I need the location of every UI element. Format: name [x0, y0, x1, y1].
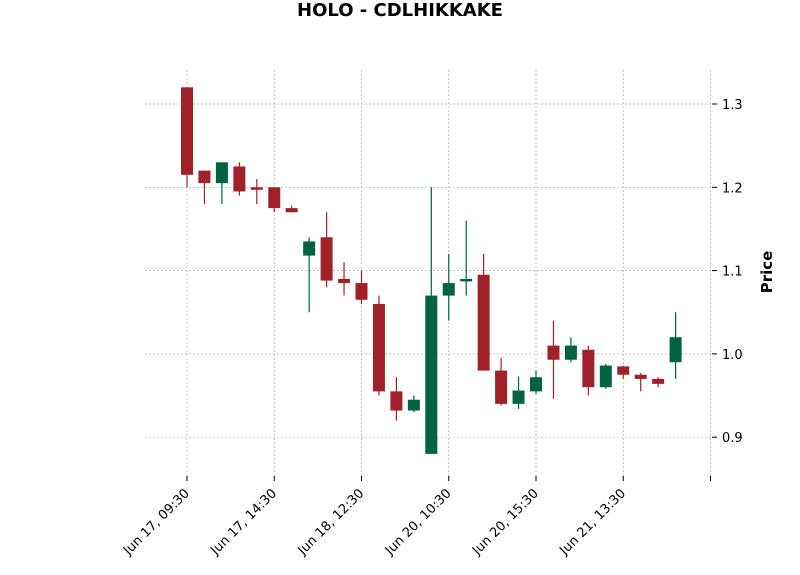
candle-body [582, 349, 595, 388]
candle-body [215, 162, 228, 184]
x-tick-label: Jun 17, 14:30 [207, 486, 280, 559]
x-tick-label: Jun 21, 13:30 [556, 486, 629, 559]
x-tick-label: Jun 20, 15:30 [469, 486, 542, 559]
candle-body [530, 377, 542, 392]
candle-body [617, 366, 630, 375]
candle-down [338, 262, 351, 296]
candle-body [442, 283, 455, 296]
candle-down [652, 377, 665, 388]
candle-body [233, 166, 246, 192]
chart-title: HOLO - CDLHIKKAKE [297, 0, 503, 21]
candle-up [303, 237, 316, 313]
candle-body [634, 374, 647, 379]
candle-down [372, 295, 385, 396]
y-tick-label: 1.1 [722, 265, 743, 280]
candle-down [233, 162, 246, 196]
candle-up [215, 162, 228, 204]
y-tick-label: 1.2 [722, 181, 743, 196]
candle-body [390, 391, 403, 411]
candle-body [198, 170, 211, 184]
x-tick-label: Jun 20, 10:30 [382, 486, 455, 559]
candle-up [460, 220, 473, 296]
candle-up [512, 376, 525, 409]
y-tick-label: 1.3 [722, 98, 743, 113]
candle-body [495, 370, 508, 404]
candle-body [372, 303, 385, 392]
candle-body [512, 390, 525, 404]
candle-down [250, 178, 263, 204]
y-tick-label: 1.0 [722, 348, 743, 363]
candle-body [181, 87, 193, 175]
candles-layer [181, 87, 682, 454]
candle-body [320, 237, 333, 281]
candle-body [460, 278, 473, 282]
candle-up [564, 337, 577, 363]
candle-up [442, 253, 455, 321]
candle-up [669, 312, 682, 379]
candle-down [268, 187, 281, 213]
y-axis-title: Price [758, 251, 776, 294]
candle-body [303, 241, 316, 256]
candle-up [407, 395, 420, 413]
candle-down [181, 87, 193, 188]
candle-body [669, 337, 682, 363]
x-tick-label: Jun 18, 12:30 [295, 486, 368, 559]
x-tick-label: Jun 17, 09:30 [120, 486, 193, 559]
candle-body [407, 399, 420, 411]
candle-body [250, 187, 263, 190]
candle-body [338, 278, 351, 284]
candle-down [355, 270, 368, 304]
candle-body [652, 378, 665, 384]
candle-down [285, 205, 298, 213]
candle-body [268, 187, 281, 209]
candle-body [477, 274, 490, 371]
candle-body [425, 295, 438, 454]
candle-body [355, 283, 368, 300]
candle-down [198, 170, 211, 204]
candle-up [425, 187, 438, 454]
candle-body [285, 208, 298, 213]
candle-down [547, 320, 560, 399]
candle-body [547, 345, 560, 360]
candle-up [599, 363, 612, 389]
candle-down [634, 373, 647, 392]
candle-up [530, 370, 542, 394]
candle-body [599, 365, 612, 388]
candle-down [582, 345, 595, 396]
candle-down [477, 253, 490, 371]
candle-down [617, 365, 630, 379]
candle-down [320, 212, 333, 288]
candle-down [495, 358, 508, 406]
candle-down [390, 377, 403, 421]
y-tick-label: 0.9 [722, 431, 743, 446]
grid-layer [145, 70, 712, 476]
candle-body [564, 345, 577, 360]
